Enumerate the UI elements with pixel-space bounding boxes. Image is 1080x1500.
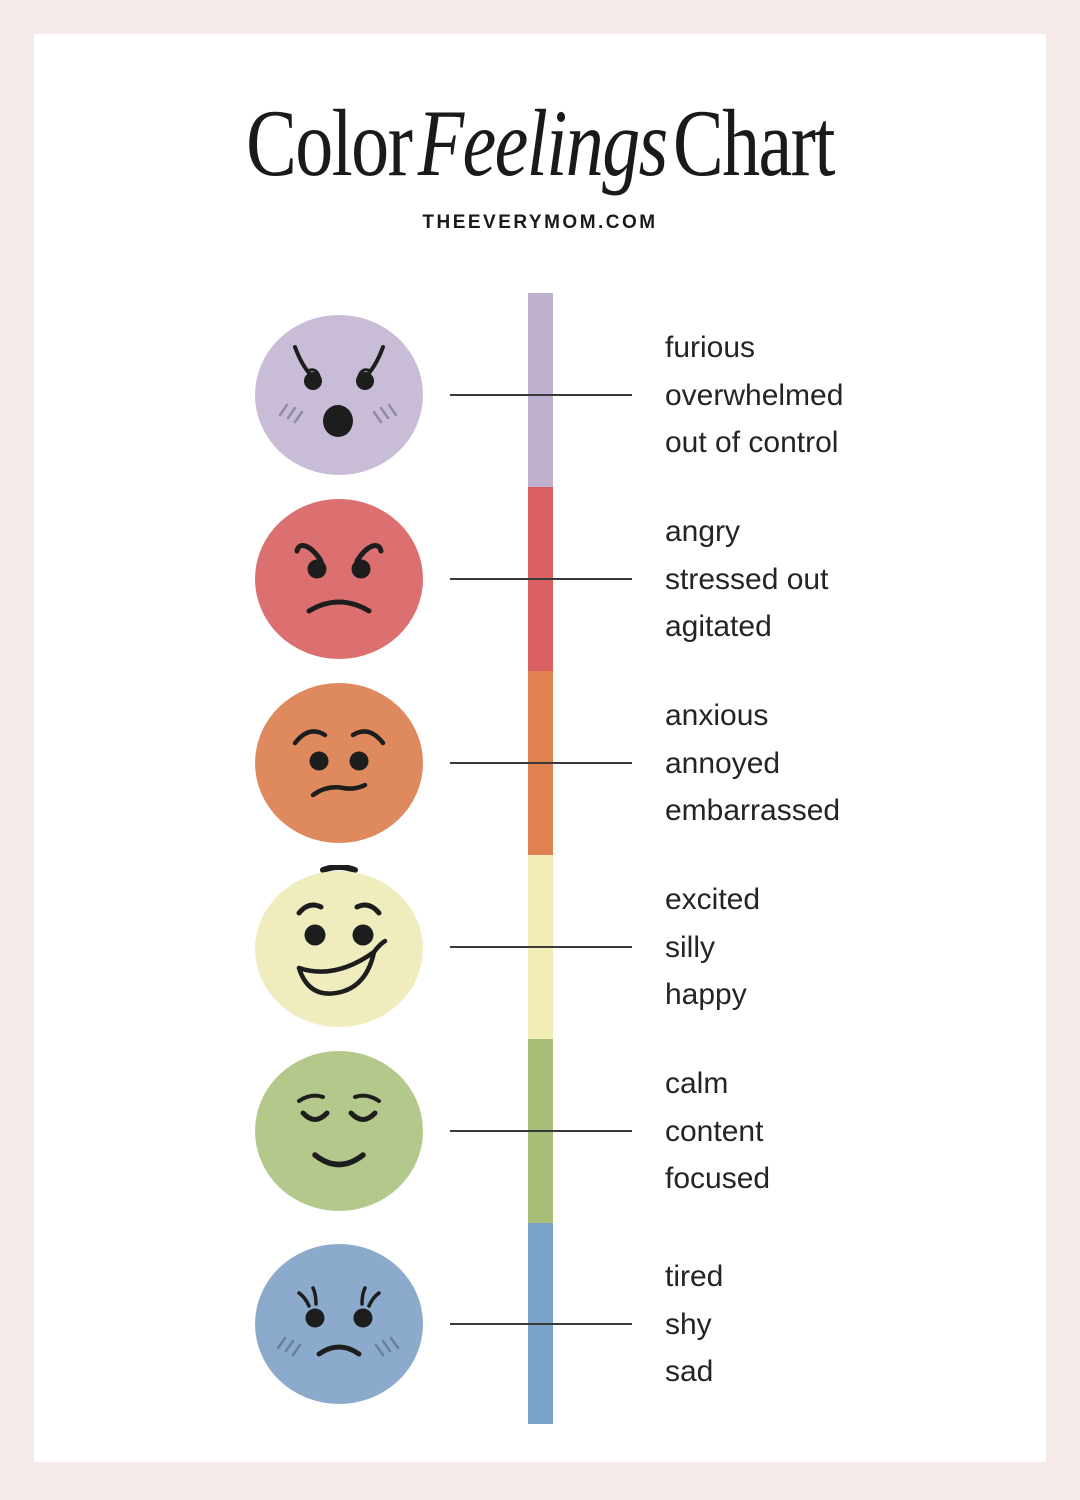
connector-line bbox=[450, 394, 632, 396]
left-eye-lash-inner bbox=[311, 1286, 318, 1306]
left-eyebrow bbox=[297, 1093, 325, 1103]
feeling-label: focused bbox=[665, 1162, 771, 1195]
title-word-feelings: Feelings bbox=[417, 90, 669, 196]
feelings-color-bar bbox=[528, 293, 553, 1424]
left-eyebrow bbox=[294, 543, 324, 564]
right-eye-lash-outer bbox=[367, 1291, 381, 1308]
feeling-labels: furious overwhelmed out of control bbox=[665, 324, 1005, 467]
furious-face-icon bbox=[255, 315, 423, 475]
frown-mouth bbox=[306, 599, 372, 614]
feeling-label: stressed out bbox=[665, 562, 829, 596]
right-blush-scribble bbox=[372, 403, 398, 424]
feeling-label: anxious bbox=[665, 699, 769, 732]
left-blush-scribble bbox=[278, 403, 304, 424]
right-eye bbox=[353, 1308, 373, 1328]
left-eye bbox=[304, 372, 322, 390]
feeling-label: agitated bbox=[665, 610, 772, 643]
page-title: ColorFeelingsChart bbox=[108, 93, 972, 194]
feeling-label: happy bbox=[665, 978, 747, 1011]
excited-face-icon bbox=[255, 865, 423, 1027]
face-circle bbox=[255, 1051, 423, 1211]
feeling-label: content bbox=[665, 1114, 764, 1148]
worried-mouth bbox=[310, 782, 368, 798]
feeling-labels: angry stressed out agitated bbox=[665, 508, 1005, 651]
feeling-label: calm bbox=[665, 1067, 729, 1100]
left-eye bbox=[305, 1308, 325, 1328]
feeling-labels: excited silly happy bbox=[665, 876, 1005, 1019]
left-eyebrow bbox=[296, 902, 324, 916]
feeling-label: annoyed bbox=[665, 746, 781, 780]
feeling-label: excited bbox=[665, 883, 761, 916]
right-blush-scribble bbox=[374, 1336, 400, 1357]
title-word-color: Color bbox=[246, 90, 413, 196]
bar-segment-purple bbox=[528, 293, 553, 487]
feeling-label: silly bbox=[665, 930, 715, 964]
feeling-label: embarrassed bbox=[665, 794, 841, 827]
right-eye bbox=[351, 559, 371, 579]
site-credit: THEEVERYMOM.COM bbox=[422, 212, 658, 233]
face-circle bbox=[255, 871, 423, 1027]
excitement-mark bbox=[320, 865, 358, 873]
left-blush-scribble bbox=[276, 1336, 302, 1357]
feeling-labels: anxious annoyed embarrassed bbox=[665, 692, 1005, 835]
feeling-label: angry bbox=[665, 515, 741, 548]
grin-corner-flick bbox=[371, 938, 388, 955]
open-mouth bbox=[323, 405, 353, 437]
feeling-label: furious bbox=[665, 331, 756, 364]
face-circle bbox=[255, 499, 423, 659]
right-closed-eye bbox=[348, 1110, 378, 1122]
face-circle bbox=[255, 683, 423, 843]
frown-mouth bbox=[316, 1344, 362, 1357]
grin-lower-lip bbox=[296, 949, 377, 996]
feeling-labels: calm content focused bbox=[665, 1060, 1005, 1203]
right-eyebrow bbox=[354, 902, 382, 916]
right-eye bbox=[349, 751, 369, 771]
connector-line bbox=[450, 1130, 632, 1132]
feeling-label: overwhelmed bbox=[665, 378, 844, 412]
feeling-label: tired bbox=[665, 1260, 724, 1293]
left-eyebrow bbox=[292, 729, 328, 746]
left-eye bbox=[307, 559, 327, 579]
feeling-labels: tired shy sad bbox=[665, 1253, 1005, 1396]
connector-line bbox=[450, 762, 632, 764]
face-circle bbox=[255, 315, 423, 475]
right-eyebrow bbox=[350, 729, 386, 746]
right-eyebrow bbox=[353, 1093, 381, 1103]
face-circle bbox=[255, 1244, 423, 1404]
title-word-chart: Chart bbox=[672, 90, 835, 196]
connector-line bbox=[450, 578, 632, 580]
left-closed-eye bbox=[300, 1110, 330, 1122]
anxious-face-icon bbox=[255, 683, 423, 843]
smile-mouth bbox=[312, 1152, 366, 1168]
right-eye bbox=[352, 924, 374, 946]
right-eye-lash-inner bbox=[360, 1286, 367, 1306]
feeling-label: sad bbox=[665, 1355, 714, 1388]
feeling-label: shy bbox=[665, 1307, 712, 1341]
right-eyebrow bbox=[354, 543, 384, 564]
grin-upper-lip bbox=[296, 949, 377, 974]
connector-line bbox=[450, 946, 632, 948]
angry-face-icon bbox=[255, 499, 423, 659]
sad-face-icon bbox=[255, 1244, 423, 1404]
left-eye-lash-outer bbox=[297, 1291, 311, 1308]
calm-face-icon bbox=[255, 1051, 423, 1211]
left-eye bbox=[309, 751, 329, 771]
feeling-label: out of control bbox=[665, 426, 839, 459]
right-eye bbox=[356, 372, 374, 390]
connector-line bbox=[450, 1323, 632, 1325]
left-eye bbox=[304, 924, 326, 946]
